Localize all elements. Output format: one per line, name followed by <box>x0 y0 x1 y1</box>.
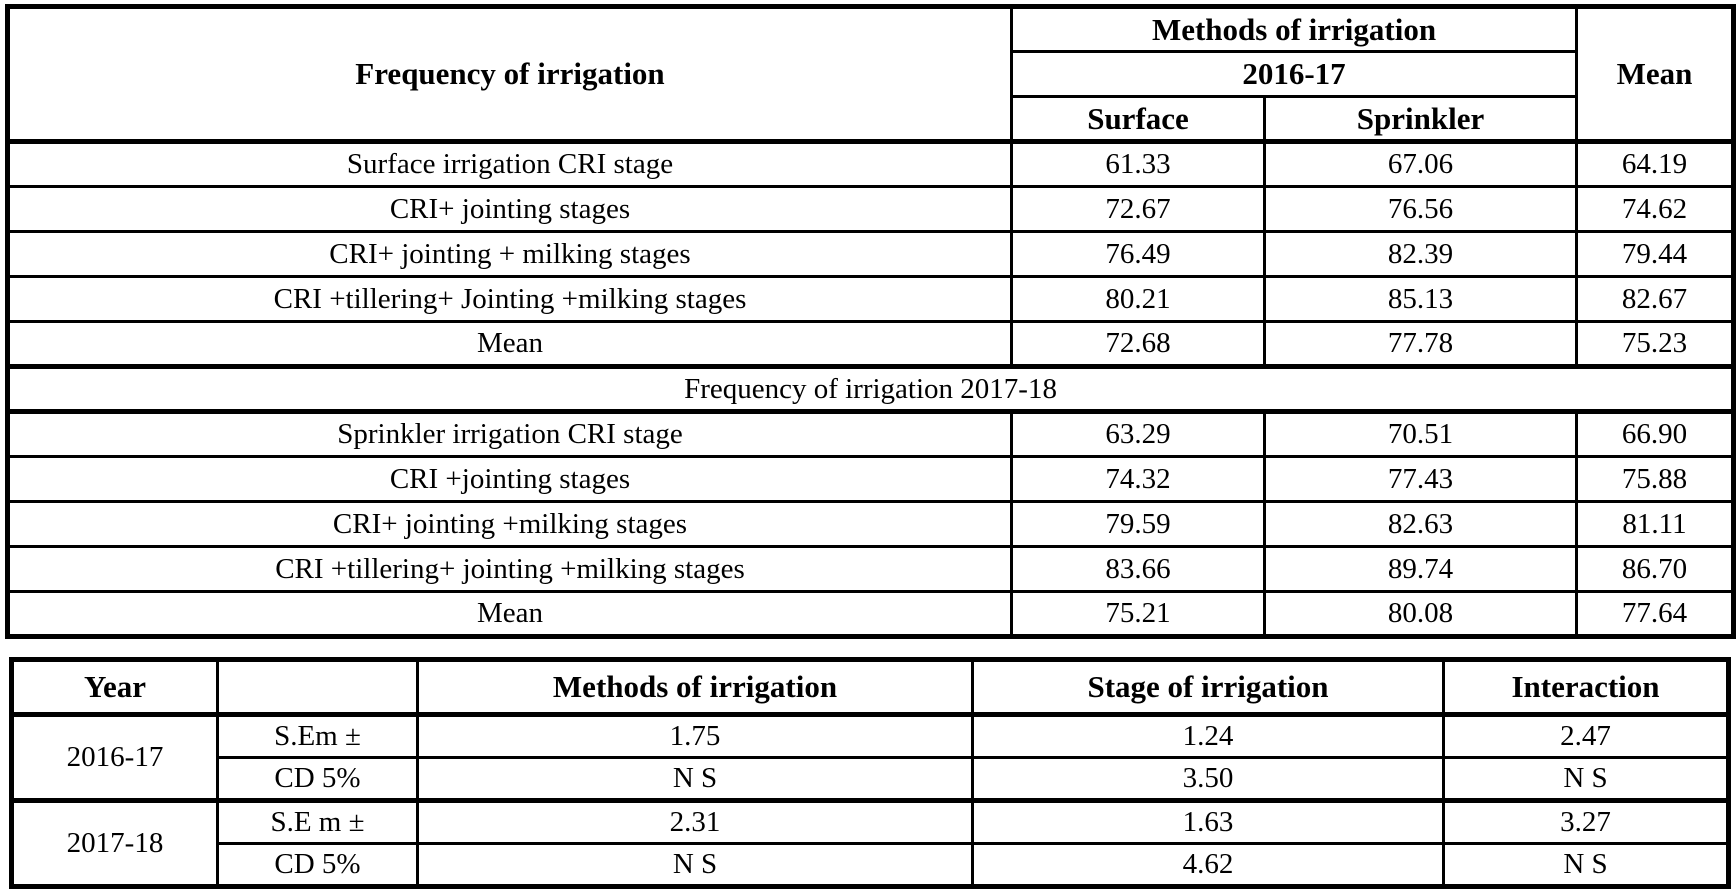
surface-column-header: Surface <box>1010 95 1266 144</box>
year-cell: 2017-18 <box>10 799 219 888</box>
surface-value-cell: 63.29 <box>1010 410 1266 458</box>
surface-value-cell: 80.21 <box>1010 275 1266 323</box>
surface-value-cell: 76.49 <box>1010 230 1266 278</box>
mean-value-cell: 81.11 <box>1575 500 1736 548</box>
surface-value-cell: 72.68 <box>1010 320 1266 369</box>
table-row: CRI+ jointing stages 72.67 76.56 74.62 <box>6 185 1736 233</box>
sprinkler-value-cell: 82.39 <box>1262 230 1579 278</box>
sprinkler-value-cell: 76.56 <box>1262 185 1579 233</box>
table-row: CRI +tillering+ jointing +milking stages… <box>6 545 1736 593</box>
methods-value-cell: N S <box>416 842 974 888</box>
stage-column-header: Stage of irrigation <box>971 658 1445 717</box>
row-label-cell: CRI +tillering+ Jointing +milking stages <box>6 275 1013 323</box>
row-label-cell: CRI+ jointing + milking stages <box>6 230 1013 278</box>
year-cell: 2016-17 <box>10 713 219 803</box>
row-label-cell: CRI+ jointing stages <box>6 185 1013 233</box>
section-header-2017-18: Frequency of irrigation 2017-18 <box>5 365 1736 414</box>
year-column-header: Year <box>10 658 219 717</box>
mean-value-cell: 86.70 <box>1575 545 1736 593</box>
methods-value-cell: 1.75 <box>416 713 974 759</box>
section-header-row: Frequency of irrigation 2017-18 <box>5 365 1736 414</box>
header-row-1: Frequency of irrigation Methods of irrig… <box>6 5 1736 144</box>
sprinkler-value-cell: 77.78 <box>1262 320 1579 369</box>
blank-header-cell <box>216 658 419 717</box>
stat-label-cell: CD 5% <box>216 756 419 803</box>
table-row: CRI +tillering+ Jointing +milking stages… <box>6 275 1736 323</box>
interaction-value-cell: N S <box>1442 756 1730 803</box>
row-label-cell: Mean <box>6 590 1013 638</box>
table-row: Surface irrigation CRI stage 61.33 67.06… <box>6 140 1736 188</box>
surface-value-cell: 79.59 <box>1010 500 1266 548</box>
sprinkler-value-cell: 85.13 <box>1262 275 1579 323</box>
methods-value-cell: N S <box>416 756 974 803</box>
stat-label-cell: S.E m ± <box>216 799 419 845</box>
stats-header-row: Year Methods of irrigation Stage of irri… <box>10 658 1730 717</box>
table-row: CRI+ jointing +milking stages 79.59 82.6… <box>6 500 1736 548</box>
frequency-of-irrigation-header: Frequency of irrigation <box>6 5 1013 144</box>
row-label-cell: CRI+ jointing +milking stages <box>6 500 1013 548</box>
interaction-value-cell: N S <box>1442 842 1730 888</box>
sprinkler-value-cell: 82.63 <box>1262 500 1579 548</box>
row-label-cell: Sprinkler irrigation CRI stage <box>6 410 1013 458</box>
table-row: 2016-17 S.Em ± 1.75 1.24 2.47 <box>10 713 1730 803</box>
header-row-3: Surface Sprinkler <box>8 95 1734 144</box>
header-row-2: 2016-17 <box>8 50 1734 98</box>
row-label-cell: CRI +jointing stages <box>6 455 1013 503</box>
stage-value-cell: 3.50 <box>971 756 1445 803</box>
mean-value-cell: 75.88 <box>1575 455 1736 503</box>
mean-value-cell: 64.19 <box>1575 140 1736 188</box>
sprinkler-value-cell: 67.06 <box>1262 140 1579 188</box>
table-row-mean-2017: Mean 75.21 80.08 77.64 <box>6 590 1736 638</box>
row-label-cell: CRI +tillering+ jointing +milking stages <box>6 545 1013 593</box>
interaction-value-cell: 2.47 <box>1442 713 1730 759</box>
mean-value-cell: 82.67 <box>1575 275 1736 323</box>
stat-label-cell: CD 5% <box>216 842 419 888</box>
interaction-column-header: Interaction <box>1442 658 1730 717</box>
table-row: CD 5% N S 4.62 N S <box>12 842 1730 888</box>
year-2016-17-header: 2016-17 <box>1009 50 1579 98</box>
stat-label-cell: S.Em ± <box>216 713 419 759</box>
surface-value-cell: 75.21 <box>1010 590 1266 638</box>
sprinkler-value-cell: 77.43 <box>1262 455 1579 503</box>
methods-value-cell: 2.31 <box>416 799 974 845</box>
table-row: Sprinkler irrigation CRI stage 63.29 70.… <box>6 410 1736 458</box>
methods-of-irrigation-group-header: Methods of irrigation <box>1009 5 1579 53</box>
row-label-cell: Mean <box>6 320 1013 369</box>
table-row-mean-2016: Mean 72.68 77.78 75.23 <box>6 320 1736 369</box>
stage-value-cell: 1.63 <box>971 799 1445 845</box>
surface-value-cell: 61.33 <box>1010 140 1266 188</box>
table-row: 2017-18 S.E m ± 2.31 1.63 3.27 <box>10 799 1730 888</box>
interaction-value-cell: 3.27 <box>1442 799 1730 845</box>
mean-value-cell: 77.64 <box>1575 590 1736 638</box>
mean-value-cell: 74.62 <box>1575 185 1736 233</box>
statistics-table: Year Methods of irrigation Stage of irri… <box>9 657 1731 889</box>
stage-value-cell: 4.62 <box>971 842 1445 888</box>
sprinkler-value-cell: 89.74 <box>1262 545 1579 593</box>
row-label-cell: Surface irrigation CRI stage <box>6 140 1013 188</box>
table-row: CD 5% N S 3.50 N S <box>12 756 1730 803</box>
mean-value-cell: 79.44 <box>1575 230 1736 278</box>
sprinkler-value-cell: 80.08 <box>1262 590 1579 638</box>
stage-value-cell: 1.24 <box>971 713 1445 759</box>
surface-value-cell: 74.32 <box>1010 455 1266 503</box>
mean-column-header: Mean <box>1575 5 1736 144</box>
table-row: CRI +jointing stages 74.32 77.43 75.88 <box>6 455 1736 503</box>
irrigation-results-table: Frequency of irrigation Methods of irrig… <box>5 4 1736 639</box>
sprinkler-value-cell: 70.51 <box>1262 410 1579 458</box>
surface-value-cell: 83.66 <box>1010 545 1266 593</box>
mean-value-cell: 75.23 <box>1575 320 1736 369</box>
table-row: CRI+ jointing + milking stages 76.49 82.… <box>6 230 1736 278</box>
mean-value-cell: 66.90 <box>1575 410 1736 458</box>
sprinkler-column-header: Sprinkler <box>1262 95 1579 144</box>
surface-value-cell: 72.67 <box>1010 185 1266 233</box>
methods-column-header: Methods of irrigation <box>416 658 974 717</box>
